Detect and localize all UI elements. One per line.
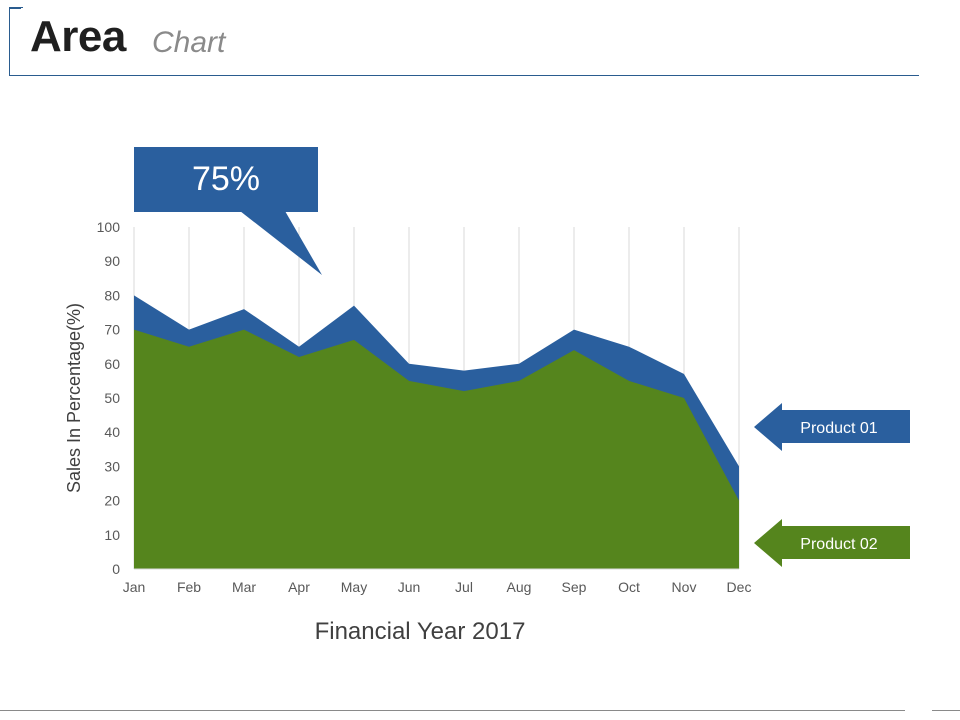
y-tick-label: 20 (104, 493, 120, 509)
x-tick-label-oct: Oct (618, 579, 640, 595)
callout-pointer (240, 211, 322, 275)
x-axis-ticks: Jan Feb Mar Apr May Jun Jul Aug Sep Oct Nov Dec (123, 579, 752, 595)
x-tick-label-feb: Feb (177, 579, 201, 595)
legend-product-02: Product 02 (754, 519, 910, 567)
y-tick-label: 100 (97, 219, 121, 235)
y-tick-label: 90 (104, 253, 120, 269)
y-tick-label: 80 (104, 287, 120, 303)
y-tick-label: 70 (104, 322, 120, 338)
x-axis-title: Financial Year 2017 (315, 618, 526, 645)
legend-product-01-label: Product 01 (800, 420, 877, 437)
x-tick-label-may: May (341, 579, 367, 595)
y-tick-label: 30 (104, 458, 120, 474)
y-tick-label: 40 (104, 424, 120, 440)
x-tick-label-sep: Sep (562, 579, 587, 595)
y-tick-label: 50 (104, 390, 120, 406)
y-tick-label: 60 (104, 356, 120, 372)
x-tick-label-mar: Mar (232, 579, 256, 595)
x-tick-label-aug: Aug (507, 579, 532, 595)
area-series-2 (134, 329, 739, 569)
title-frame-tick (9, 8, 21, 9)
legend-product-02-arrow (754, 519, 910, 567)
x-tick-label-nov: Nov (672, 579, 697, 595)
chart-areas (134, 295, 739, 569)
x-tick-label-jul: Jul (455, 579, 473, 595)
y-axis-title: Sales In Percentage(%) (64, 303, 84, 493)
bottom-divider-right (932, 710, 960, 711)
legend-product-02-label: Product 02 (800, 536, 877, 553)
legend-product-01: Product 01 (754, 403, 910, 451)
legend-product-01-arrow (754, 403, 910, 451)
y-axis-ticks: 0 10 20 30 40 50 60 70 80 90 100 (97, 219, 121, 577)
x-tick-label-jan: Jan (123, 579, 146, 595)
bottom-divider (0, 710, 905, 711)
x-tick-label-apr: Apr (288, 579, 310, 595)
page-subtitle: Chart (152, 26, 226, 59)
y-tick-label: 10 (104, 527, 120, 543)
x-tick-label-dec: Dec (727, 579, 752, 595)
y-tick-label: 0 (112, 561, 120, 577)
callout-box (134, 147, 318, 212)
callout: 75% (134, 147, 322, 275)
title-frame (9, 7, 919, 76)
page-title: Area (30, 12, 126, 61)
callout-value: 75% (192, 160, 260, 198)
x-tick-label-jun: Jun (398, 579, 421, 595)
